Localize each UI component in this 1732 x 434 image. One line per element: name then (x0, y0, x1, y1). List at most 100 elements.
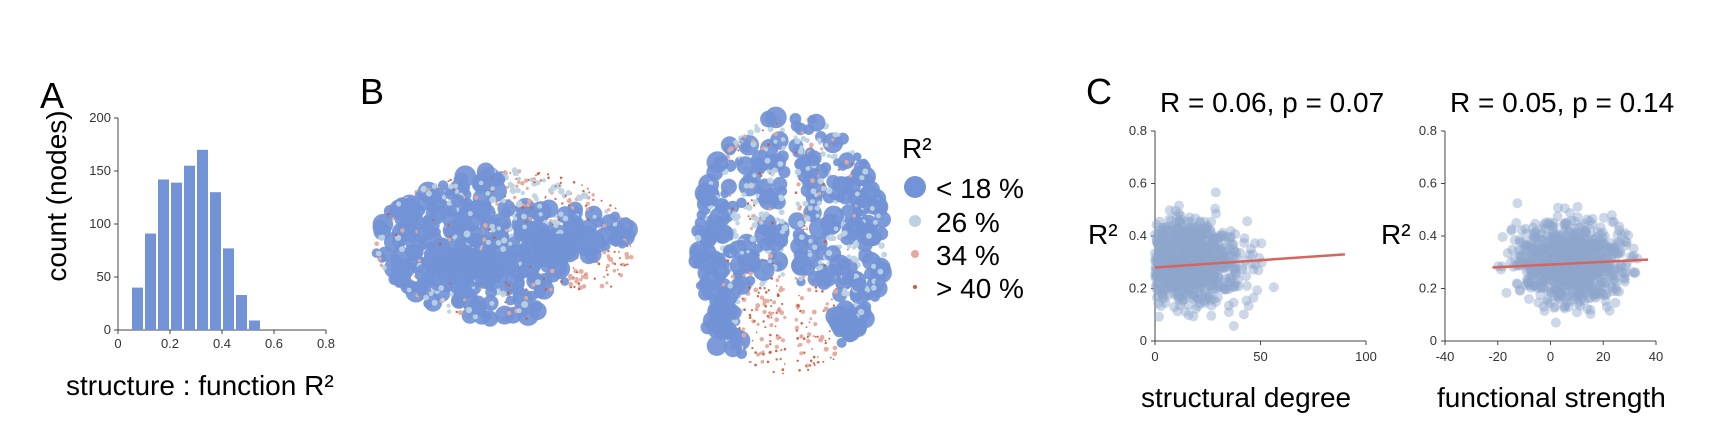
scatter-point (1561, 224, 1571, 235)
scatter-point (1212, 243, 1223, 254)
brain-node (599, 283, 605, 289)
brain-node (854, 191, 860, 197)
scatter-point (1200, 253, 1211, 264)
scatter-point (1497, 232, 1508, 242)
scatter-point (1210, 273, 1220, 284)
brain-node (559, 181, 563, 184)
brain-node (605, 281, 609, 285)
brain-node (504, 281, 508, 285)
scatter-point (1157, 254, 1168, 264)
scatter-point (1516, 225, 1527, 236)
scatter-point (1154, 246, 1165, 257)
scatter-point (1566, 237, 1577, 248)
scatter-point (1188, 238, 1199, 249)
scatter-point (1224, 244, 1235, 254)
brain-node (769, 343, 772, 346)
scatter-point (1165, 235, 1176, 246)
scatter-point (1198, 251, 1209, 262)
scatter-point (1158, 233, 1168, 244)
scatter-point (1167, 282, 1178, 293)
scatter-point (1613, 237, 1624, 247)
brain-node (796, 359, 799, 362)
scatter-point (1182, 240, 1193, 251)
brain-node (535, 279, 541, 286)
scatter-point (1198, 250, 1209, 261)
scatter-point (1190, 249, 1201, 260)
scatter-point (1188, 293, 1199, 304)
scatter-point (1184, 232, 1195, 243)
scatter-point (1225, 226, 1236, 236)
brain-node (603, 276, 605, 278)
scatter-point (1597, 252, 1608, 262)
brain-node (750, 309, 754, 312)
brain-node (743, 183, 750, 189)
scatter-point (1186, 250, 1196, 261)
brain-node (529, 177, 534, 182)
scatter-point (1545, 247, 1556, 258)
brain-node (779, 357, 782, 361)
scatter-point (1190, 233, 1201, 244)
scatter-point (1189, 291, 1200, 302)
brain-node (482, 223, 488, 228)
scatter-point (1151, 236, 1162, 247)
brain-node (772, 300, 777, 305)
scatter-point (1585, 276, 1595, 287)
brain-node (579, 277, 583, 282)
scatter-point (1162, 269, 1173, 280)
scatter-point (1512, 198, 1523, 209)
brain-node (775, 217, 781, 223)
scatter-point (1173, 227, 1184, 238)
brain-node (778, 194, 784, 200)
scatter-point (1185, 237, 1195, 248)
scatter-point (1154, 225, 1165, 236)
scatter-point (1533, 270, 1543, 281)
brain-node (836, 234, 842, 240)
scatter-point (1527, 245, 1538, 256)
scatter-point (1190, 268, 1201, 279)
brain-node (626, 245, 629, 248)
scatter-point (1190, 254, 1201, 265)
brain-node (794, 138, 801, 145)
brain-node (505, 185, 509, 189)
scatter-point (1151, 252, 1162, 263)
scatter-point (1207, 234, 1218, 245)
scatter-point (1206, 216, 1217, 227)
brain-node (852, 214, 856, 218)
scatter-point (1239, 233, 1250, 244)
brain-node (580, 242, 591, 253)
brain-node (776, 336, 780, 341)
scatter-point (1157, 231, 1168, 242)
brain-node (541, 247, 555, 260)
scatter-point (1205, 234, 1216, 245)
scatter-point (1153, 298, 1164, 309)
scatter-point (1200, 276, 1211, 286)
brain-node (740, 250, 744, 255)
brain-node (535, 174, 537, 177)
scatter-point (1228, 244, 1239, 255)
brain-node (816, 361, 819, 364)
brain-node (720, 189, 730, 199)
scatter-point (1160, 285, 1171, 296)
brain-node (779, 336, 782, 339)
brain-node (754, 307, 759, 312)
scatter-point (1600, 277, 1611, 288)
brain-node (547, 187, 554, 194)
brain-node (610, 211, 621, 222)
scatter-point (1572, 307, 1582, 318)
brain-node (425, 190, 432, 197)
scatter-point (1167, 238, 1178, 248)
scatter-x-tick-label: -40 (1436, 349, 1455, 364)
scatter-point (1219, 284, 1230, 295)
scatter-point (1195, 217, 1205, 228)
brain-node (503, 170, 508, 175)
scatter-point (1228, 263, 1239, 274)
scatter-point (1205, 244, 1216, 255)
scatter-point (1169, 282, 1180, 293)
scatter-point (1213, 279, 1224, 290)
scatter-point (1159, 244, 1169, 255)
scatter-point (1525, 262, 1536, 273)
scatter-point (1528, 222, 1538, 233)
brain-node (784, 363, 786, 365)
scatter-point (1184, 212, 1195, 223)
scatter-point (1165, 250, 1176, 261)
